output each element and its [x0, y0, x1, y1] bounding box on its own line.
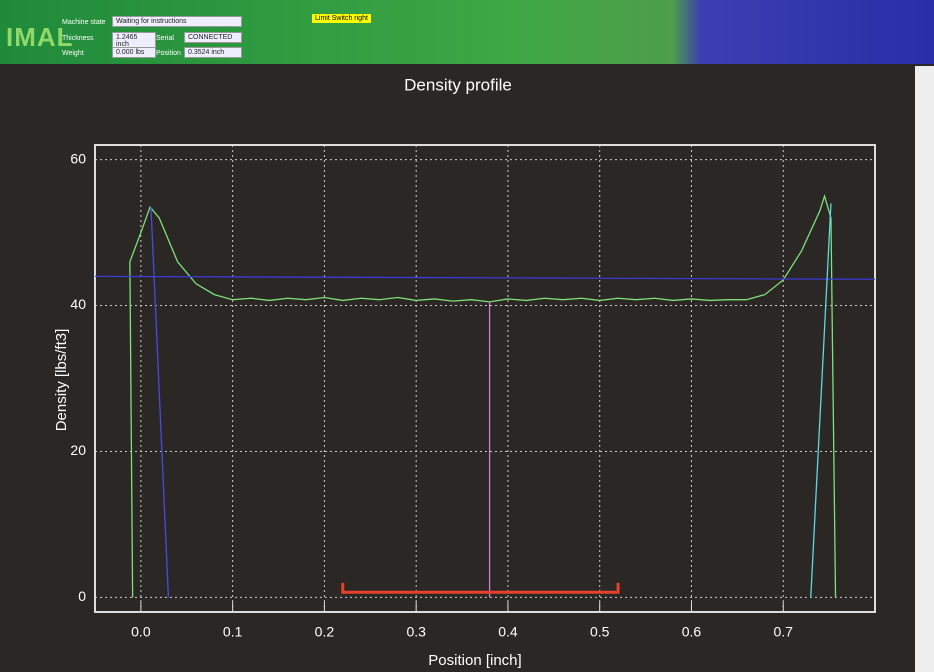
field-label: Serial [156, 35, 174, 42]
data-line [341, 582, 620, 594]
plot-frame [94, 144, 876, 613]
data-line [129, 193, 837, 598]
y-tick-label: 60 [70, 150, 86, 166]
logo: IMAL [6, 22, 74, 52]
data-line [150, 206, 170, 598]
field-value: CONNECTED [184, 32, 242, 43]
chart-title: Density profile [404, 75, 512, 94]
x-tick-label: 0.3 [406, 624, 426, 640]
data-line [94, 275, 876, 280]
field-label: Machine state [62, 19, 106, 26]
field-value: 0.000 lbs [112, 47, 156, 58]
x-tick-label: 0.7 [774, 624, 794, 640]
header-bar: IMAL Machine state Waiting for instructi… [0, 0, 934, 64]
status-badge: Limit Switch right [312, 14, 371, 23]
y-tick-label: 40 [70, 296, 86, 312]
x-axis-label: Position [inch] [428, 652, 521, 669]
data-line [810, 203, 832, 598]
field-value: Waiting for instructions [112, 16, 242, 27]
x-tick-label: 0.1 [223, 624, 243, 640]
x-tick-label: 0.0 [131, 624, 151, 640]
x-tick-label: 0.4 [498, 624, 518, 640]
x-tick-label: 0.5 [590, 624, 610, 640]
field-label: Thickness [62, 35, 94, 42]
x-tick-label: 0.6 [682, 624, 702, 640]
field-label: Weight [62, 50, 84, 57]
field-value: 0.3524 inch [184, 47, 242, 58]
field-label: Position [156, 50, 181, 57]
y-tick-label: 20 [70, 442, 86, 458]
y-axis-label: Density [lbs/ft3] [53, 329, 70, 432]
side-panel [915, 66, 934, 672]
x-tick-label: 0.2 [315, 624, 335, 640]
y-tick-label: 0 [78, 588, 86, 604]
